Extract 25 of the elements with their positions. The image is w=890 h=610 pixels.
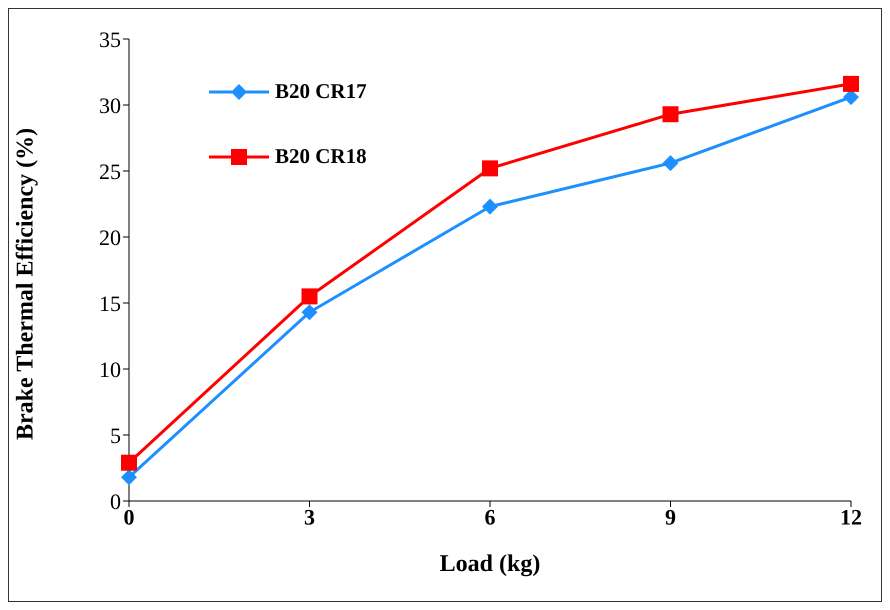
point bbox=[302, 304, 318, 320]
x-tick-label: 12 bbox=[840, 504, 862, 530]
point bbox=[121, 469, 137, 486]
point bbox=[662, 106, 678, 122]
x-tick-label: 3 bbox=[304, 504, 315, 530]
y-tick-label: 30 bbox=[99, 92, 121, 118]
legend-label: B20 CR18 bbox=[275, 144, 367, 169]
point bbox=[843, 76, 859, 92]
y-axis-title: Brake Thermal Efficiency (%) bbox=[12, 128, 39, 440]
point bbox=[482, 198, 498, 215]
x-tick-label: 6 bbox=[484, 504, 496, 530]
point bbox=[121, 454, 137, 471]
point bbox=[482, 160, 498, 176]
y-tick-label: 10 bbox=[99, 356, 121, 382]
y-tick-label: 0 bbox=[110, 488, 121, 514]
legend-label: B20 CR17 bbox=[275, 79, 367, 104]
y-tick-label: 35 bbox=[99, 26, 121, 52]
point bbox=[662, 155, 678, 172]
x-axis-title: Load (kg) bbox=[440, 551, 540, 577]
y-tick-label: 25 bbox=[99, 158, 121, 184]
y-tick-label: 15 bbox=[99, 290, 121, 316]
y-tick-label: 5 bbox=[110, 422, 121, 448]
x-tick-label: 9 bbox=[665, 504, 676, 530]
point bbox=[302, 288, 318, 304]
y-tick-label: 20 bbox=[99, 224, 121, 250]
